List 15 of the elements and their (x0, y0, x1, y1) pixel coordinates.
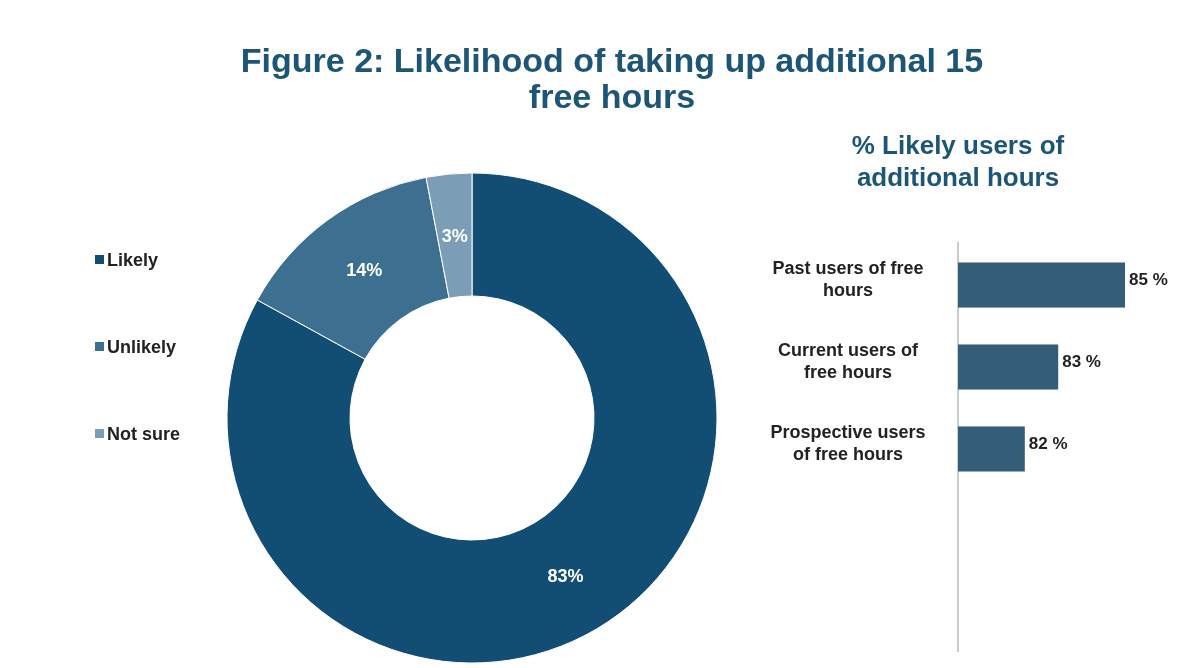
legend-label: Unlikely (107, 337, 177, 358)
legend-label: Likely (107, 250, 159, 271)
data-label: 85 % (1129, 269, 1168, 289)
data-label: 83 % (1062, 351, 1101, 371)
y-tick-label: Past users of free hours (772, 258, 924, 300)
legend-label: Not sure (107, 424, 181, 445)
donut-slice (226, 172, 718, 664)
y-tick-label: Current users of free hours (777, 340, 920, 382)
chart-title: Figure 2: Likelihood of taking up additional 15 free hours (240, 41, 984, 115)
y-tick-label: Prospective users of free hours (770, 422, 926, 464)
chart-title: % Likely users of additional hours (851, 130, 1065, 192)
data-label: 3% (441, 225, 468, 246)
data-label: 82 % (1028, 433, 1068, 453)
data-label: 14% (346, 259, 383, 280)
data-label: 83% (547, 566, 584, 587)
